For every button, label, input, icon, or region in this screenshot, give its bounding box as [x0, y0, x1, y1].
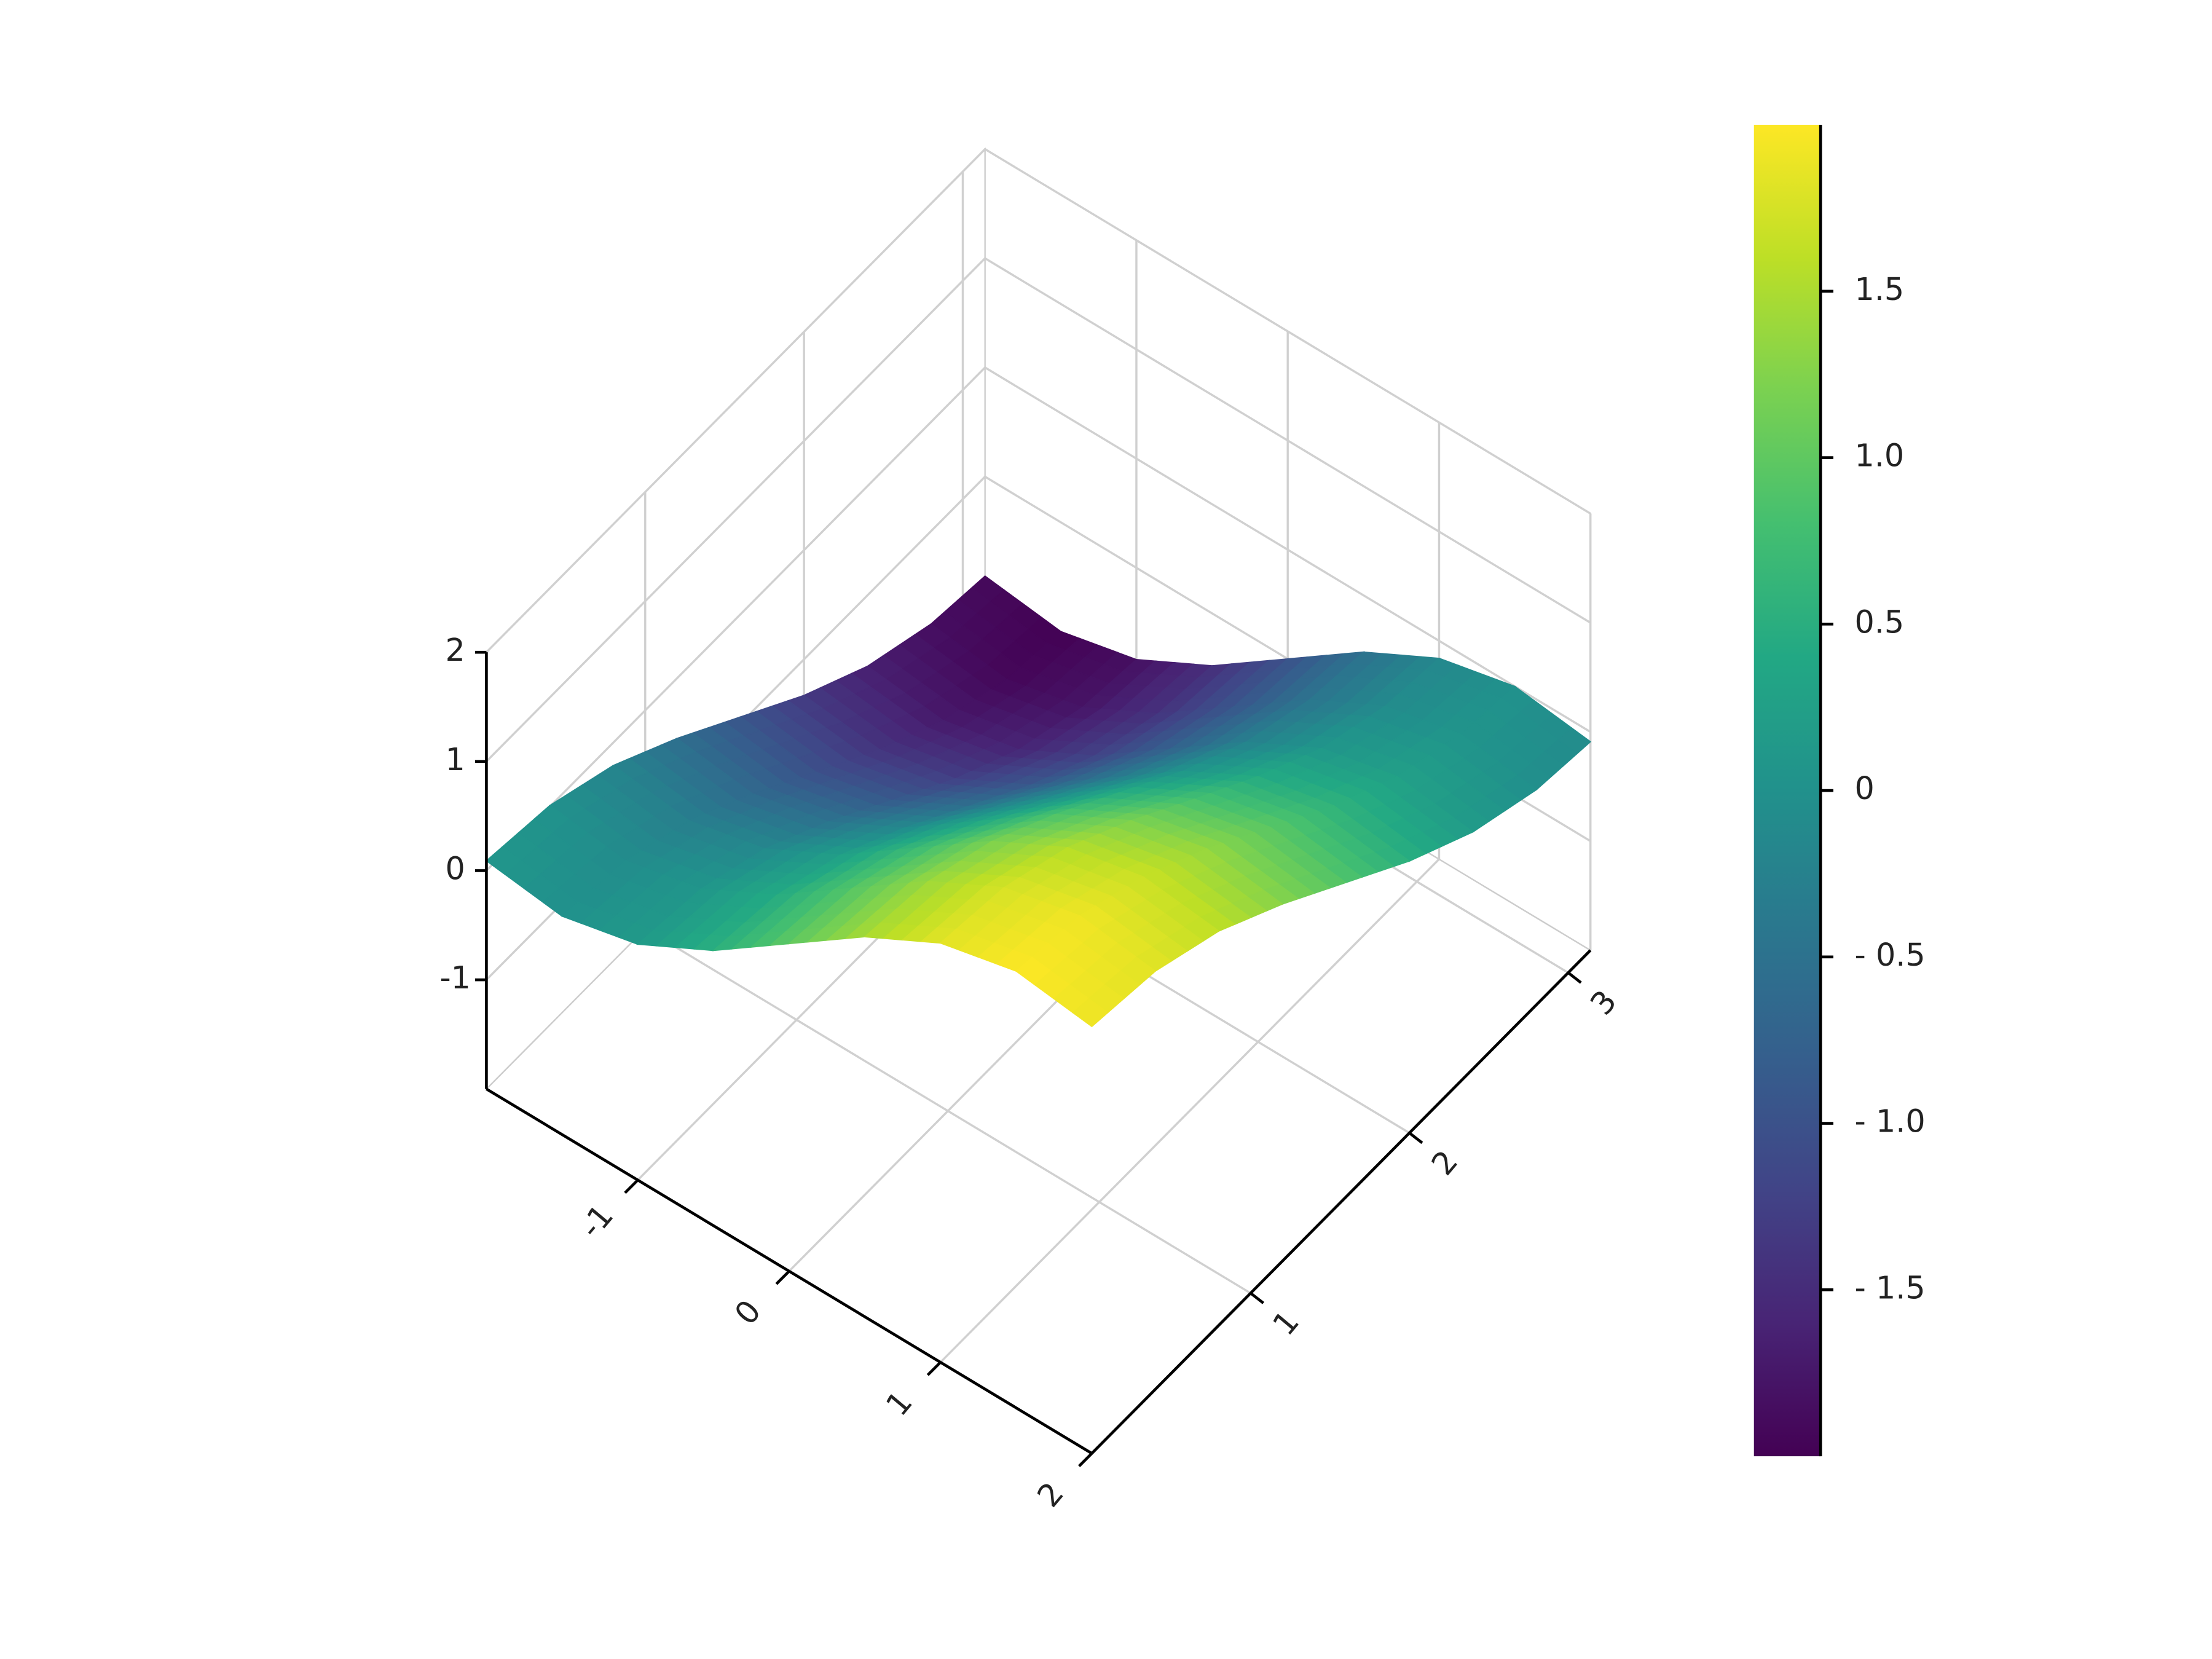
grid-line [486, 258, 986, 762]
x-tick-label: 1 [879, 1384, 919, 1423]
y-tick-label: 2 [1424, 1143, 1465, 1182]
colorbar-tick-label: 0 [1855, 770, 1875, 806]
colorbar-tick-label: 1.5 [1855, 271, 1905, 307]
y-tick [1567, 971, 1582, 984]
x-tick [926, 1361, 942, 1376]
z-tick-label: 0 [446, 850, 465, 886]
z-tick-label: 2 [446, 632, 465, 668]
x-axis-line [486, 1087, 1093, 1455]
colorbar-tick-label: - 0.5 [1855, 937, 1926, 973]
y-tick-label: 1 [1265, 1304, 1306, 1342]
z-tick-label: -1 [439, 960, 471, 996]
grid-line [984, 257, 1591, 624]
grid-line [939, 858, 1440, 1363]
x-tick-label: -1 [573, 1197, 621, 1245]
colorbar [1753, 125, 1821, 1457]
z-tick-label: 1 [446, 741, 465, 778]
colorbar-tick-label: - 1.0 [1855, 1103, 1926, 1140]
grid-line [644, 928, 1251, 1294]
colorbar-tick-label: 1.0 [1855, 438, 1905, 474]
grid-line [984, 148, 1591, 514]
x-tick-label: 0 [728, 1293, 768, 1332]
grid-line [984, 366, 1591, 733]
x-tick [1078, 1452, 1093, 1467]
colorbar-tick-label: 0.5 [1855, 604, 1905, 640]
y-axis-line [1090, 949, 1592, 1455]
grid-line [486, 148, 986, 653]
x-tick [624, 1179, 639, 1194]
grid-line [486, 366, 986, 872]
y-tick [1408, 1132, 1423, 1145]
x-tick [775, 1270, 790, 1285]
colorbar-tick-label: - 1.5 [1855, 1269, 1926, 1306]
x-tick-label: 2 [1030, 1475, 1071, 1514]
y-tick-label: 3 [1583, 983, 1624, 1022]
y-tick [1250, 1292, 1264, 1304]
surface-facet [1072, 998, 1109, 1028]
